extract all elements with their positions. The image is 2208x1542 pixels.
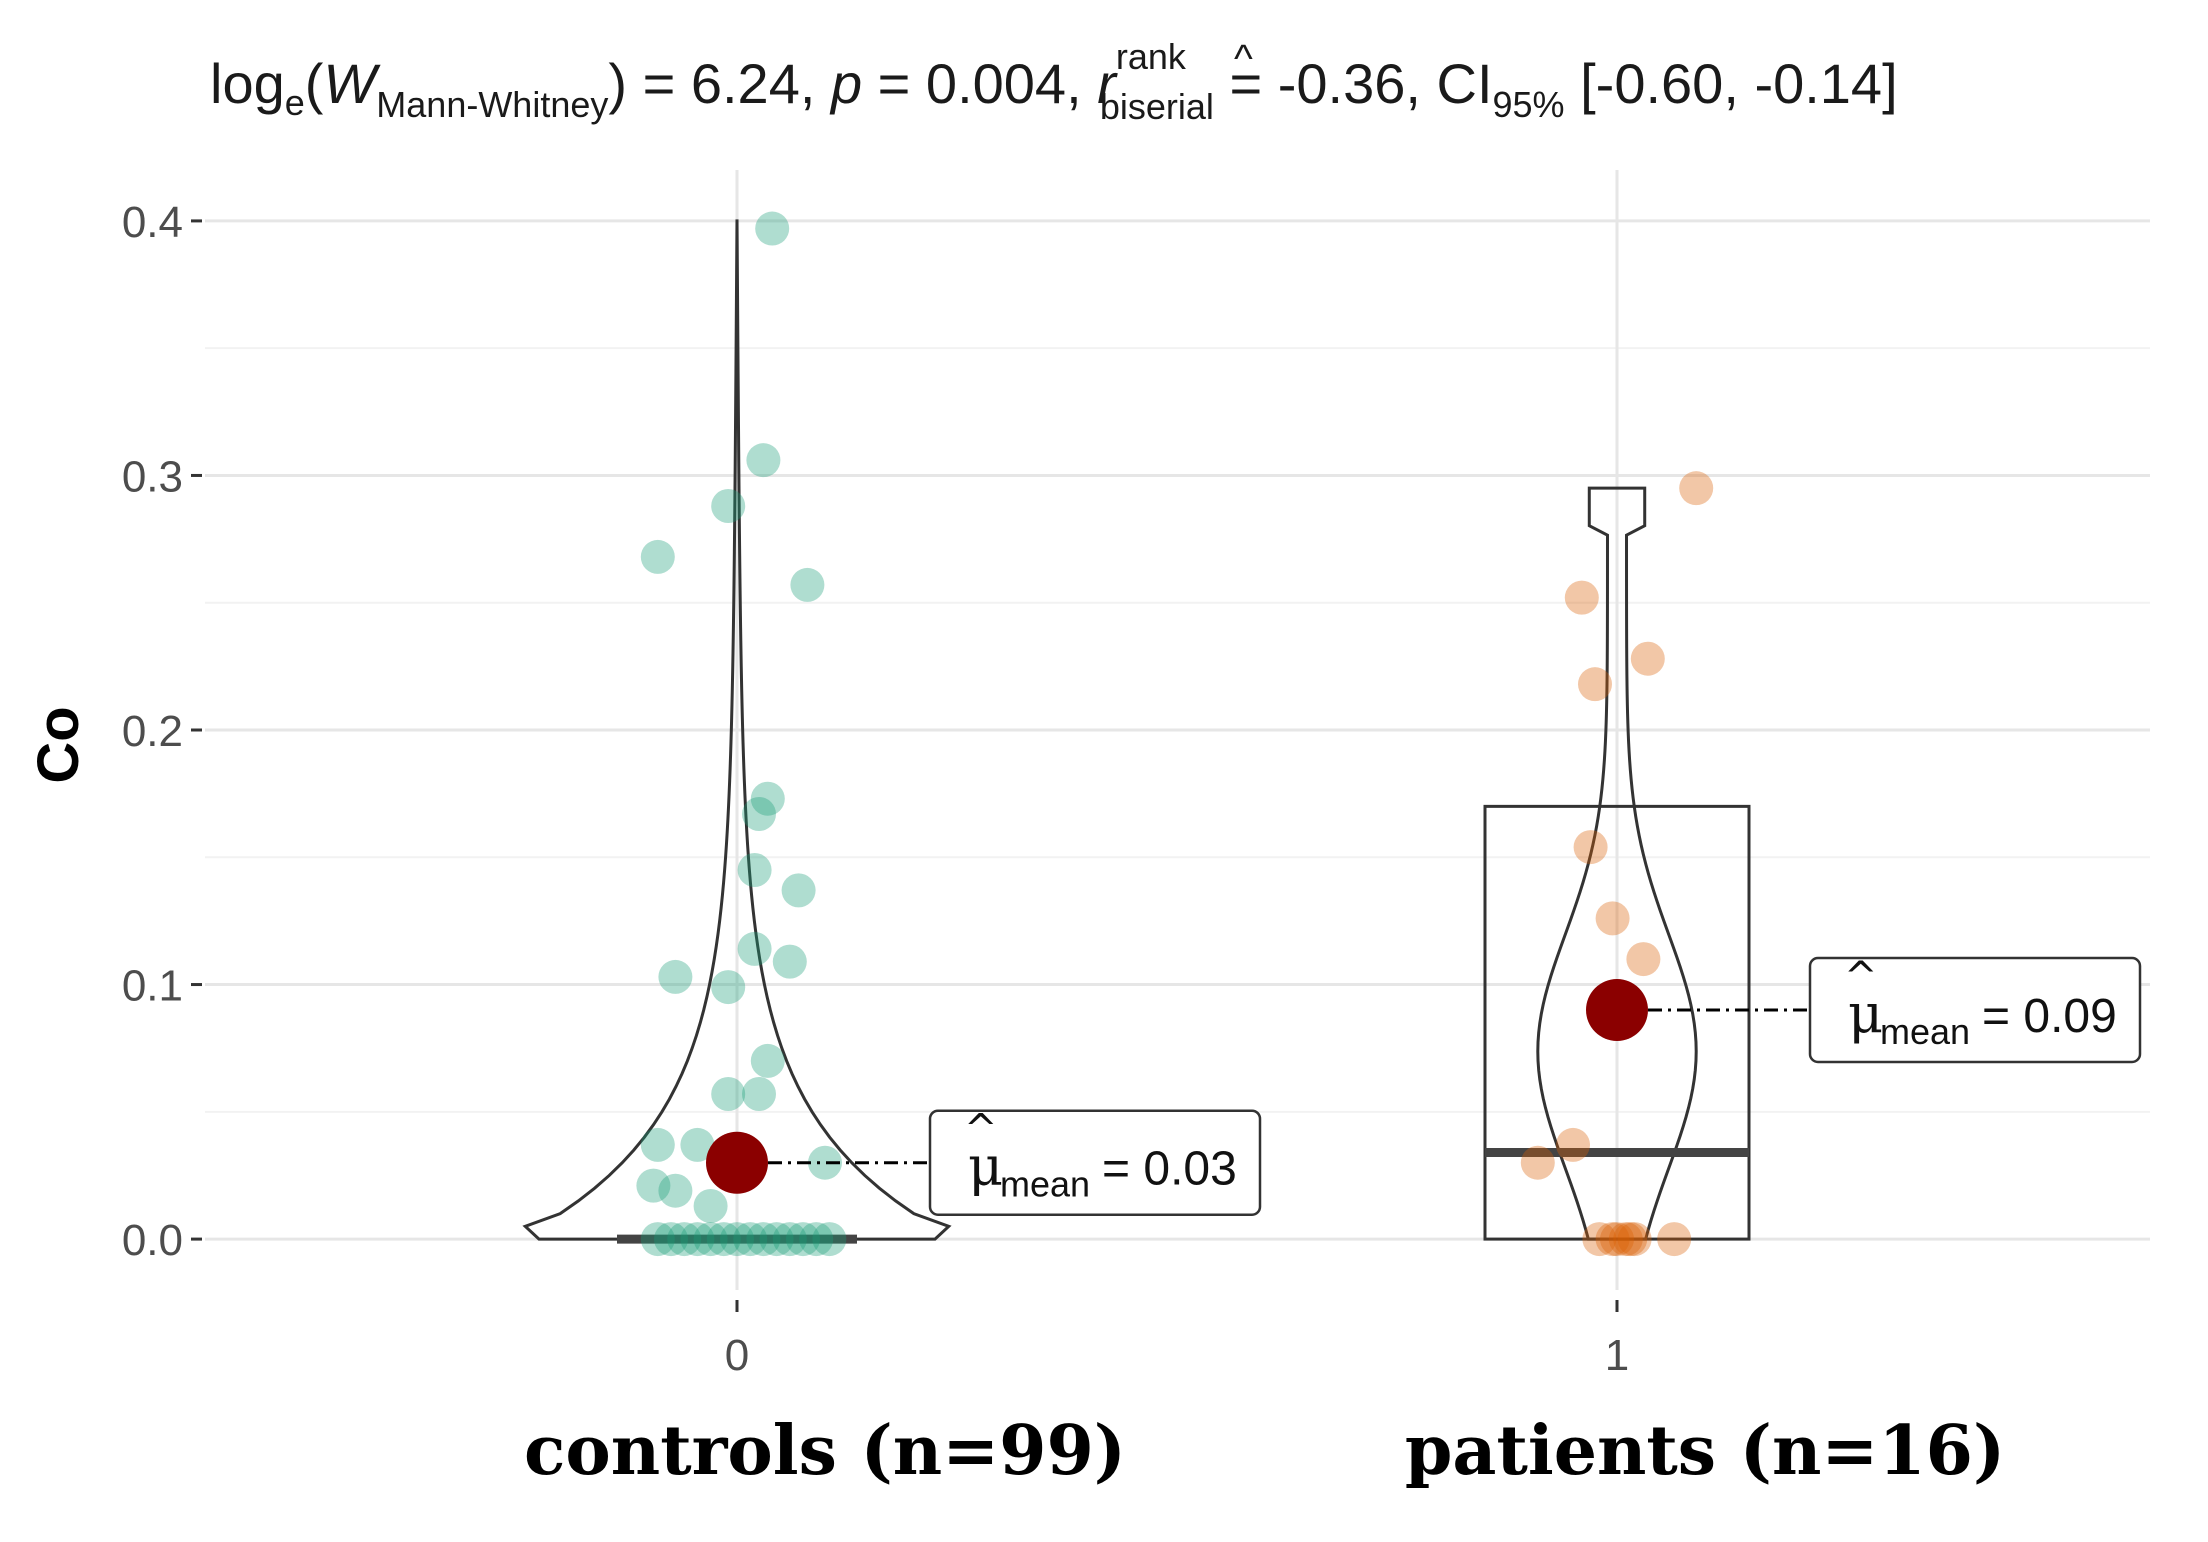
data-point [680, 1222, 715, 1257]
data-point [640, 1127, 675, 1162]
title-p: p [829, 52, 862, 115]
mean-label-box [1808, 956, 2142, 1064]
x-group-label: controls (n=99) [524, 1411, 1126, 1491]
data-point [720, 1222, 754, 1257]
data-point [1556, 1127, 1590, 1162]
mean-label-value: = 0.03 [1102, 1143, 1237, 1196]
data-point [711, 489, 746, 523]
data-point [667, 1222, 702, 1257]
violin [1536, 486, 1698, 1241]
title-w: W [323, 52, 381, 115]
chart-title: loge(WMann-Whitney) = 6.24, p = 0.004, r… [210, 36, 1898, 127]
title-w-sub: Mann-Whitney [376, 84, 608, 125]
data-point [772, 944, 807, 979]
mean-label-sub: mean [1000, 1164, 1090, 1205]
data-point [1617, 1222, 1652, 1257]
title-ci: CI [1437, 52, 1493, 115]
data-point [1573, 830, 1608, 865]
data-point [742, 797, 776, 831]
title-p-val: = 0.004, [862, 52, 1097, 115]
data-point [658, 1173, 693, 1208]
data-point [693, 1222, 728, 1257]
data-point [1600, 1222, 1634, 1257]
data-point [1679, 471, 1714, 506]
y-axis: 0.0 0.1 0.2 0.3 0.4 [122, 198, 202, 1265]
title-ci-val: [-0.60, -0.14] [1565, 52, 1898, 115]
data-point [1564, 580, 1599, 615]
data-point [706, 1222, 741, 1257]
title-r-val: = -0.36, [1214, 52, 1437, 115]
data-point [733, 1222, 768, 1257]
y-tick-label: 0.3 [122, 452, 183, 501]
mean-label-hat: ^ [964, 1107, 998, 1153]
y-tick-label: 0.4 [122, 198, 183, 247]
data-point [759, 1222, 794, 1257]
data-point [1595, 901, 1630, 936]
violin [522, 219, 952, 1241]
data-point [693, 1189, 728, 1223]
data-point [781, 873, 816, 908]
data-point [640, 1222, 675, 1257]
data-point [1578, 667, 1612, 702]
data-point [750, 781, 785, 816]
y-axis-label: Co [26, 706, 91, 783]
y-tick-label: 0.0 [122, 1216, 183, 1265]
title-ci-sub: 95% [1493, 84, 1565, 125]
group-1: μ^mean = 0.09 1 patients (n=16) [1405, 471, 2142, 1491]
data-point [680, 1127, 715, 1162]
y-tick-label: 0.2 [122, 707, 183, 756]
data-point [1595, 1222, 1630, 1257]
data-point [711, 1077, 746, 1111]
data-point [737, 853, 772, 887]
mean-label-box [928, 1109, 1262, 1216]
data-point [1657, 1222, 1692, 1257]
title-r-sub: biserial [1100, 86, 1214, 127]
data-point [711, 970, 746, 1005]
data-point [742, 1077, 776, 1111]
data-point [1613, 1222, 1648, 1257]
data-point [1582, 1222, 1617, 1257]
data-point [654, 1222, 688, 1257]
data-point [799, 1222, 834, 1257]
title-r-sup: rank [1116, 36, 1187, 77]
x-tick-label: 1 [1605, 1331, 1629, 1380]
data-point [737, 931, 772, 966]
data-point [772, 1222, 807, 1257]
data-point [658, 959, 693, 994]
title-log-sub: e [285, 82, 305, 123]
data-point [640, 539, 675, 574]
mean-label-mu: μ [1848, 982, 1883, 1045]
mean-point [706, 1131, 768, 1194]
data-point [636, 1168, 671, 1203]
mean-label-hat: ^ [1844, 954, 1878, 1000]
data-point [746, 1222, 781, 1257]
y-tick-label: 0.1 [122, 962, 183, 1011]
x-tick-label: 0 [725, 1331, 749, 1380]
data-point [808, 1145, 842, 1180]
mean-point [1586, 979, 1648, 1041]
data-point [1626, 942, 1661, 977]
data-point [790, 567, 825, 602]
data-point [750, 1043, 785, 1078]
group-0: μ^mean = 0.03 0 controls (n=99) [522, 211, 1262, 1491]
title-log: log [210, 52, 285, 115]
x-group-label: patients (n=16) [1405, 1411, 2005, 1491]
data-point [1630, 641, 1665, 676]
title-r: r [1097, 52, 1118, 115]
data-point [755, 211, 790, 246]
title-w-val: ) = 6.24, [608, 52, 831, 115]
data-point [1608, 1222, 1643, 1257]
mean-label-mu: μ [968, 1135, 1003, 1198]
data-point [786, 1222, 820, 1257]
mean-label-sub: mean [1880, 1011, 1970, 1052]
data-point [746, 443, 781, 478]
data-point [1520, 1145, 1555, 1180]
data-point [812, 1222, 847, 1257]
title-r-hat: ^ [1234, 37, 1253, 81]
mean-label-value: = 0.09 [1982, 990, 2117, 1043]
